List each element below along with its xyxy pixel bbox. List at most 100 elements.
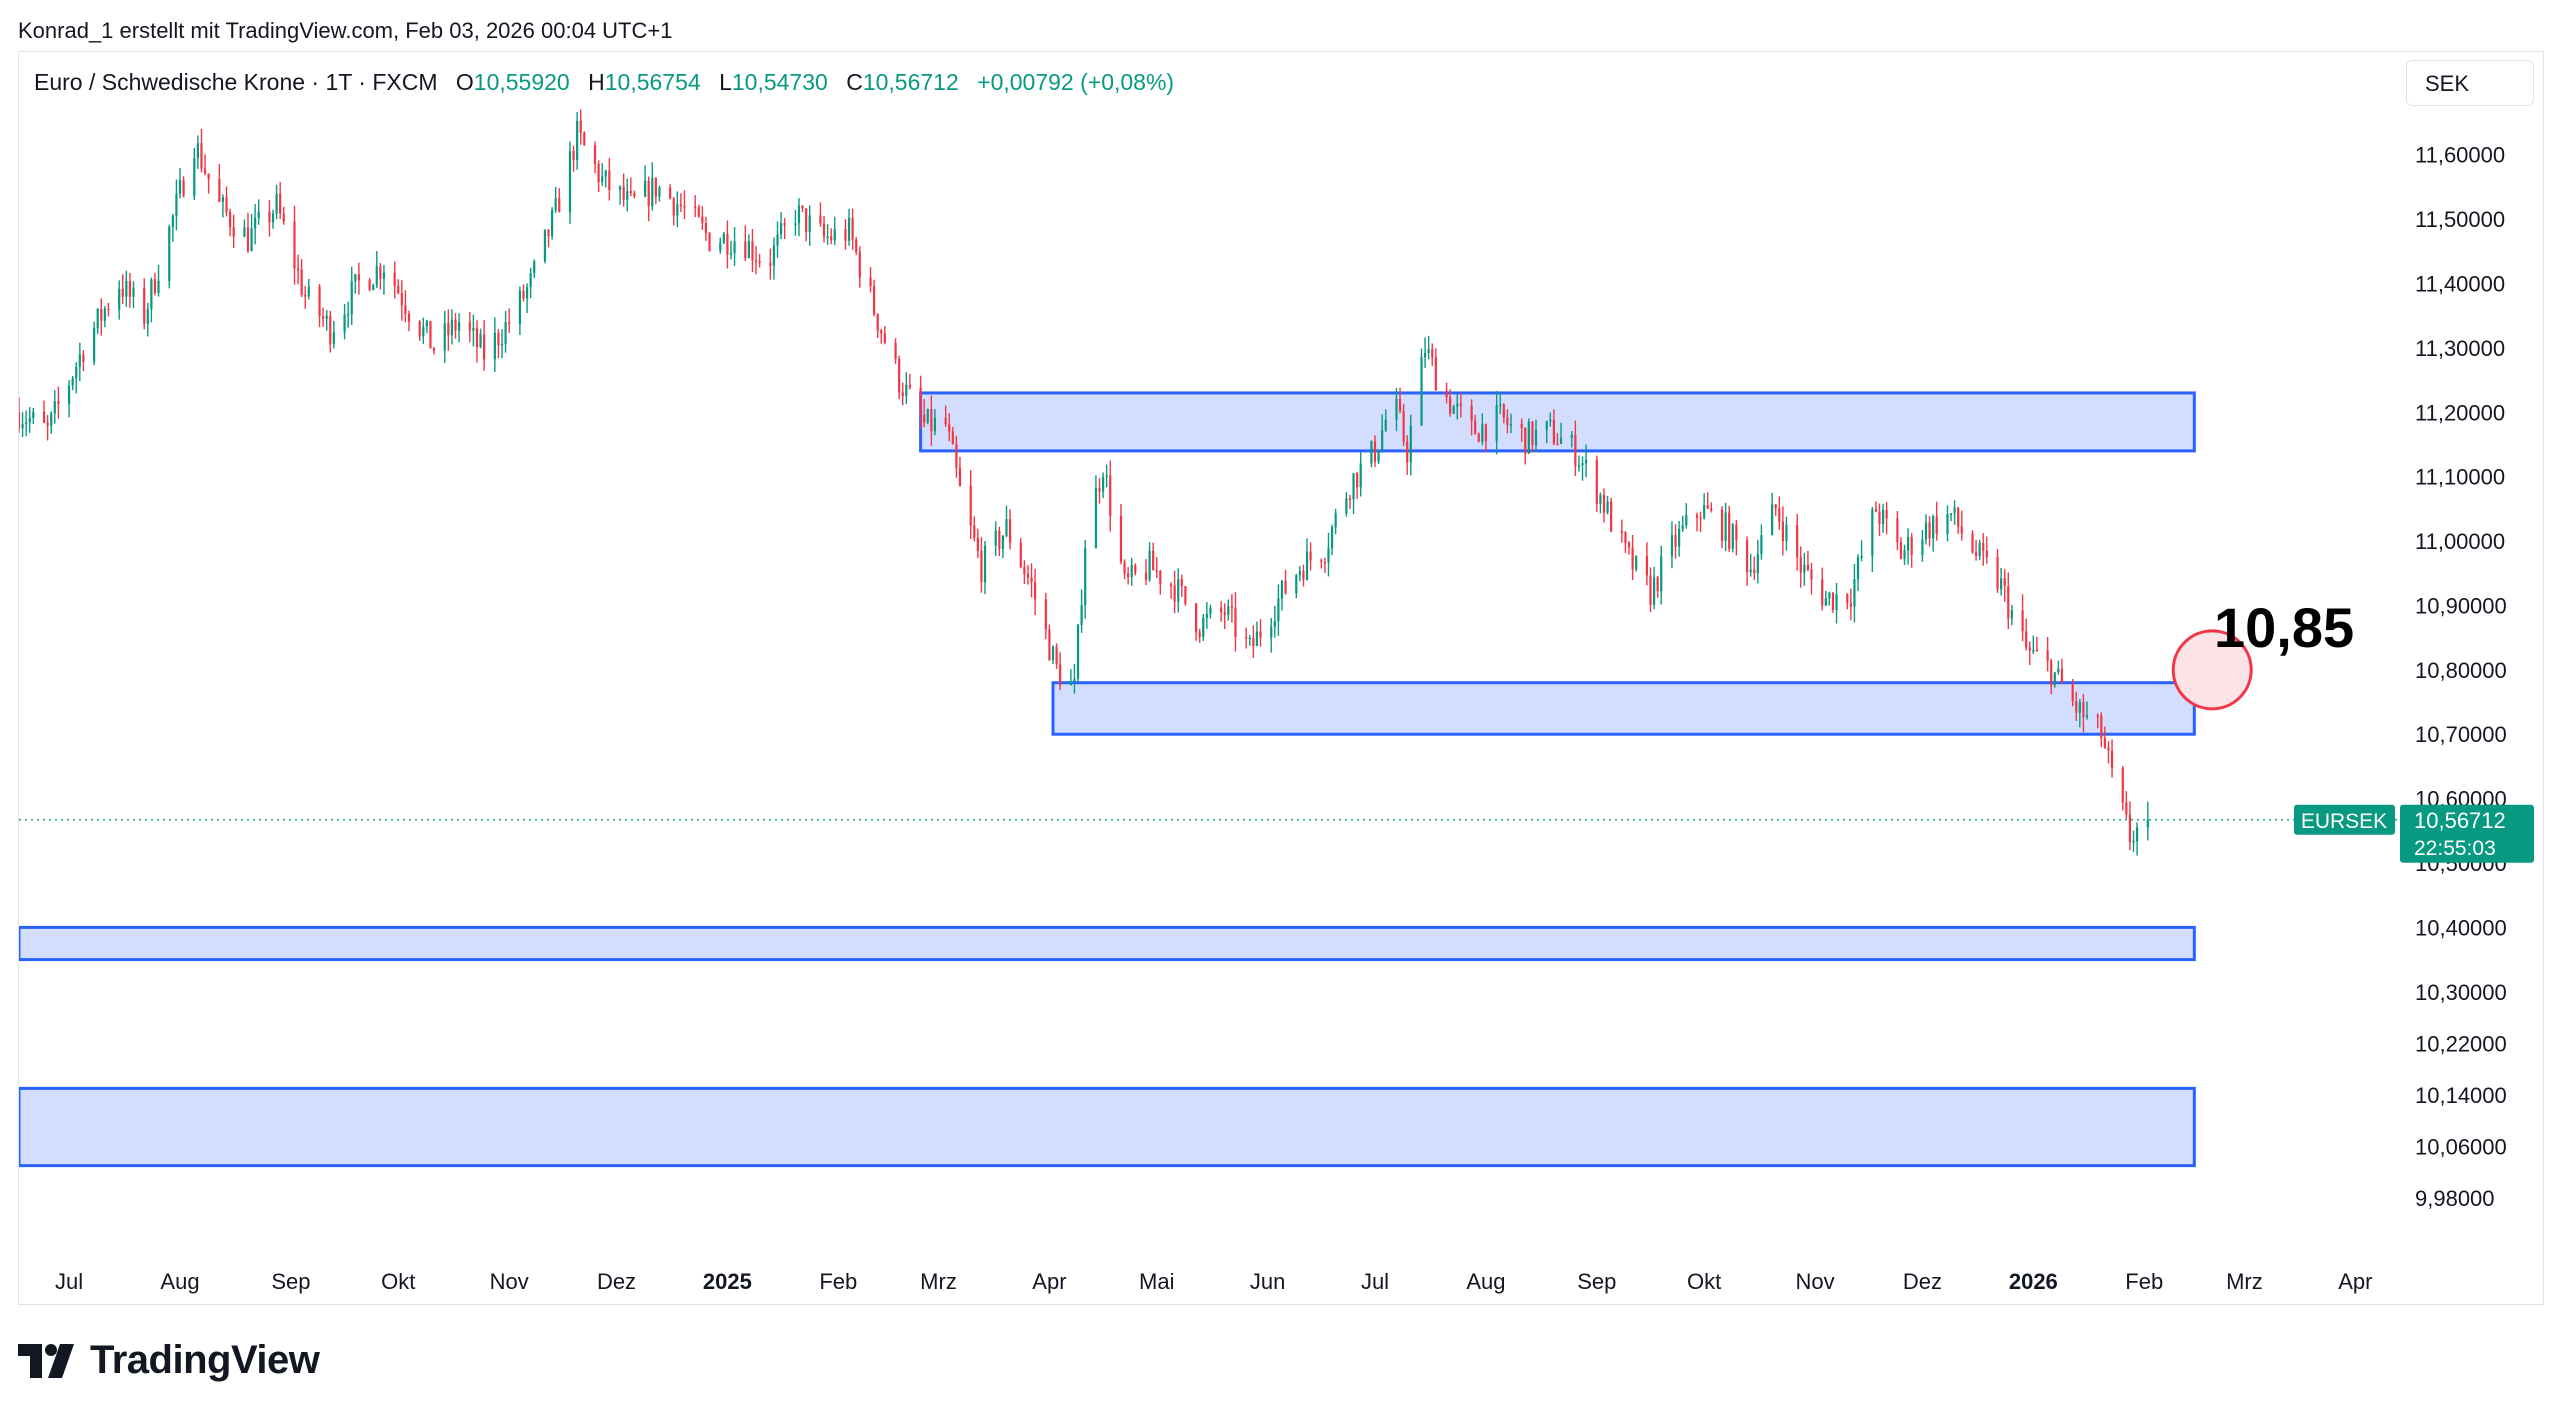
candle-body[interactable] [1749,569,1752,573]
candle-body[interactable] [232,227,235,237]
candle-body[interactable] [1774,504,1777,509]
candle-body[interactable] [1652,577,1656,606]
candle-body[interactable] [128,280,132,297]
candle-body[interactable] [980,551,983,583]
candle-body[interactable] [279,193,282,214]
candle-body[interactable] [228,212,232,228]
candle-body[interactable] [153,279,157,294]
candle-body[interactable] [1860,556,1863,558]
candle-body[interactable] [1033,582,1037,600]
candle-body[interactable] [1001,535,1005,549]
candle-body[interactable] [1277,598,1280,622]
candle-body[interactable] [96,308,99,329]
candle-body[interactable] [19,412,21,429]
candle-body[interactable] [1896,518,1899,543]
candle-body[interactable] [1849,602,1852,607]
candle-body[interactable] [1502,404,1505,418]
candle-body[interactable] [2110,750,2114,769]
candle-body[interactable] [948,424,951,432]
candle-body[interactable] [880,330,883,334]
candle-body[interactable] [1076,625,1080,679]
candle-body[interactable] [1831,592,1835,611]
candle-body[interactable] [293,221,296,269]
candle-body[interactable] [568,151,572,213]
candle-body[interactable] [522,290,525,299]
candle-body[interactable] [1678,529,1681,547]
candle-body[interactable] [1019,542,1022,568]
candle-body[interactable] [1932,516,1935,539]
candle-body[interactable] [518,290,522,324]
candle-body[interactable] [1280,580,1284,599]
candle-body[interactable] [2000,578,2003,590]
candle-body[interactable] [1127,573,1130,578]
candle-body[interactable] [1026,573,1030,578]
candle-body[interactable] [1928,522,1931,539]
candle-body[interactable] [325,315,328,319]
candle-body[interactable] [658,187,661,197]
candle-body[interactable] [404,305,407,314]
candle-body[interactable] [1660,556,1663,592]
symbol-badge[interactable] [2294,804,2395,835]
candle-body[interactable] [275,193,278,214]
candle-body[interactable] [500,344,504,346]
candle-body[interactable] [257,211,260,219]
candle-body[interactable] [196,143,200,158]
candle-body[interactable] [1434,357,1437,391]
candle-body[interactable] [525,287,529,299]
candle-body[interactable] [973,525,976,538]
candle-body[interactable] [1670,535,1674,557]
candle-body[interactable] [1595,459,1598,504]
candle-body[interactable] [783,223,786,226]
candle-body[interactable] [1048,629,1051,661]
candle-body[interactable] [801,205,804,209]
candle-body[interactable] [729,253,733,255]
candle-body[interactable] [2003,578,2006,587]
candle-body[interactable] [1449,397,1452,414]
candle-body[interactable] [1427,349,1430,353]
candle-body[interactable] [872,286,876,315]
candle-body[interactable] [901,392,904,397]
symbol-name[interactable]: Euro / Schwedische Krone · 1T · FXCM [34,69,438,95]
candle-body[interactable] [976,537,979,552]
candle-body[interactable] [1631,547,1634,570]
candle-body[interactable] [1094,487,1098,549]
candle-body[interactable] [168,226,171,281]
candle-body[interactable] [583,132,586,146]
candle-body[interactable] [1645,555,1649,576]
candle-body[interactable] [53,401,56,414]
candle-body[interactable] [776,234,779,246]
candle-body[interactable] [2096,715,2099,717]
candle-body[interactable] [1982,542,1985,551]
candle-body[interactable] [597,163,600,183]
candle-body[interactable] [558,198,561,213]
candle-body[interactable] [547,229,550,237]
candle-body[interactable] [669,187,672,199]
candle-body[interactable] [343,314,346,333]
candle-body[interactable] [1345,498,1348,514]
candle-body[interactable] [1881,510,1885,524]
candle-body[interactable] [1452,406,1455,414]
candle-body[interactable] [805,208,808,233]
candle-body[interactable] [1610,501,1613,532]
candle-body[interactable] [958,467,962,486]
candle-body[interactable] [1524,427,1527,454]
candle-body[interactable] [93,328,96,363]
candle-body[interactable] [1821,579,1824,606]
currency-button[interactable]: SEK [2406,60,2534,106]
candle-body[interactable] [654,177,657,197]
candle-body[interactable] [930,409,933,432]
candle-body[interactable] [2103,737,2106,748]
candle-body[interactable] [1409,425,1412,463]
candle-body[interactable] [933,417,937,432]
candle-body[interactable] [708,232,711,251]
candle-body[interactable] [304,294,307,297]
candle-body[interactable] [1330,527,1334,549]
candle-body[interactable] [754,259,758,262]
candle-body[interactable] [2046,650,2049,661]
candle-body[interactable] [2071,683,2074,702]
candle-body[interactable] [808,215,811,233]
candle-body[interactable] [1495,405,1498,442]
candle-body[interactable] [479,334,482,348]
candle-body[interactable] [57,401,60,404]
candle-body[interactable] [1534,429,1538,446]
